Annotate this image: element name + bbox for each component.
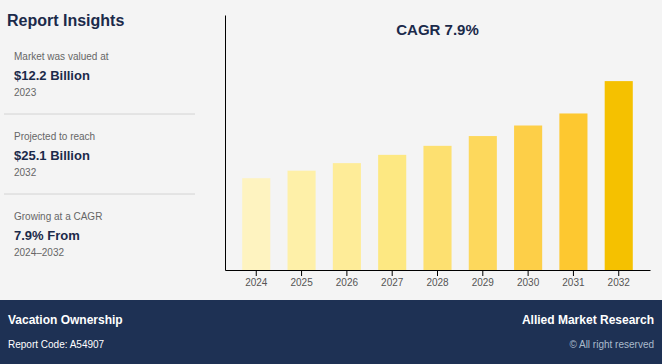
bar: [469, 136, 497, 270]
bar: [242, 178, 270, 270]
annotation: CAGR 7.9%: [396, 21, 479, 38]
tick-label: 2024: [245, 277, 268, 288]
background: [0, 0, 662, 364]
tick: 2029: [472, 270, 495, 288]
annotation: 2023: [14, 87, 37, 98]
bars: [242, 81, 633, 270]
bar: [605, 81, 633, 270]
tick-mark: [301, 270, 302, 276]
tick-label: 2026: [336, 277, 359, 288]
tick-mark: [618, 270, 619, 276]
tick: 2025: [290, 270, 313, 288]
bar: [288, 171, 316, 270]
chart-root: 2024 2025 2026 2027 2028 2029 2030 2031 2032 CAGR…: [0, 0, 662, 364]
tick-mark: [346, 270, 347, 276]
divider: [4, 114, 195, 115]
axis-line: [225, 16, 226, 271]
annotation: 2024–2032: [14, 247, 64, 258]
annotation: Projected to reach: [14, 131, 95, 142]
annotation: $25.1 Billion: [14, 148, 90, 163]
bar: [559, 113, 587, 270]
divider: [4, 194, 195, 195]
bar: [514, 126, 542, 270]
tick-label: 2030: [517, 277, 540, 288]
tick: 2027: [381, 270, 404, 288]
tick: 2026: [336, 270, 359, 288]
annotation: Allied Market Research: [522, 313, 654, 327]
tick: 2028: [426, 270, 449, 288]
tick-mark: [528, 270, 529, 276]
annotation: 7.9% From: [14, 228, 80, 243]
tick-label: 2027: [381, 277, 404, 288]
tick-label: 2031: [562, 277, 585, 288]
footer: Vacation Ownership Report Code: A54907 All…: [0, 300, 662, 364]
tick-label: 2028: [426, 277, 449, 288]
tick: 2032: [608, 270, 631, 288]
annotation: Market was valued at: [14, 51, 109, 62]
tick: 2031: [562, 270, 585, 288]
annotation: Growing at a CAGR: [14, 211, 102, 222]
annotation: Vacation Ownership: [8, 313, 123, 327]
tick-label: 2032: [608, 277, 631, 288]
annotation: © All right reserved: [569, 339, 654, 350]
tick-mark: [256, 270, 257, 276]
bar: [378, 155, 406, 270]
footer-background: [0, 300, 662, 364]
tick-mark: [437, 270, 438, 276]
tick-mark: [482, 270, 483, 276]
tick-mark: [392, 270, 393, 276]
title: Report Insights: [7, 12, 124, 29]
y-axis: [225, 16, 226, 271]
tick-label: 2029: [472, 277, 495, 288]
annotation: Report Code: A54907: [8, 339, 105, 350]
tick: 2030: [517, 270, 540, 288]
annotation: $12.2 Billion: [14, 68, 90, 83]
bar: [423, 146, 451, 270]
tick: 2024: [245, 270, 268, 288]
tick-mark: [573, 270, 574, 276]
annotation: 2032: [14, 167, 37, 178]
bar: [333, 163, 361, 270]
x-axis: 2024 2025 2026 2027 2028 2029 2030 2031 2032: [226, 270, 651, 288]
tick-label: 2025: [290, 277, 313, 288]
